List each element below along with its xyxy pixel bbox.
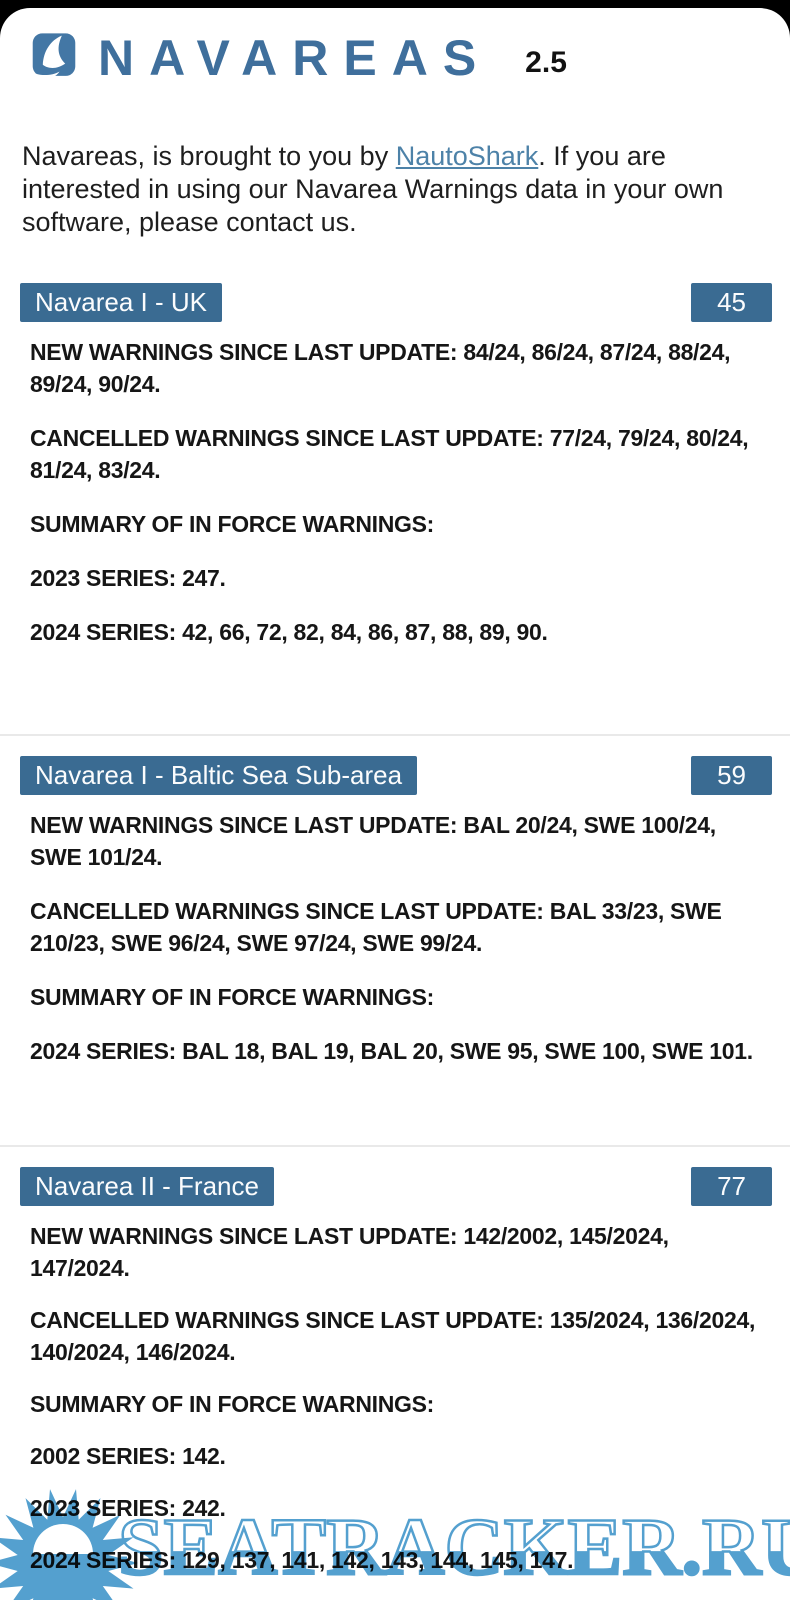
warnings-paragraph: CANCELLED WARNINGS SINCE LAST UPDATE: BA…	[30, 898, 722, 956]
content-card: NAVAREAS 2.5 Navareas, is brought to you…	[0, 8, 790, 1600]
section-header: Navarea II - France 77	[20, 1167, 772, 1206]
brand-wordmark: NAVAREAS	[98, 30, 492, 86]
warning-count-badge: 59	[691, 756, 772, 795]
warnings-paragraph: 2023 SERIES: 242.	[30, 1495, 226, 1521]
warnings-paragraph: SUMMARY OF IN FORCE WARNINGS:	[30, 511, 435, 537]
app-version: 2.5	[525, 46, 567, 79]
section-title-chip[interactable]: Navarea I - UK	[20, 283, 222, 322]
warnings-paragraph: 2024 SERIES: 129, 137, 141, 142, 143, 14…	[30, 1547, 574, 1573]
section-body: NEW WARNINGS SINCE LAST UPDATE: BAL 20/2…	[30, 809, 762, 1067]
section-header: Navarea I - Baltic Sea Sub-area 59	[20, 756, 772, 795]
intro-text-before: Navareas, is brought to you by	[22, 141, 396, 171]
intro-text-after: . If you are interested in using our Nav…	[22, 141, 724, 237]
section-title-chip[interactable]: Navarea II - France	[20, 1167, 274, 1206]
section-body: NEW WARNINGS SINCE LAST UPDATE: 142/2002…	[30, 1220, 762, 1576]
section-navarea-1-baltic: Navarea I - Baltic Sea Sub-area 59 NEW W…	[0, 756, 790, 1067]
warnings-paragraph: NEW WARNINGS SINCE LAST UPDATE: 142/2002…	[30, 1223, 669, 1281]
nautoshark-link[interactable]: NautoShark	[395, 141, 539, 171]
section-body: NEW WARNINGS SINCE LAST UPDATE: 84/24, 8…	[30, 336, 762, 648]
warnings-paragraph: 2002 SERIES: 142.	[30, 1443, 226, 1469]
warnings-paragraph: 2024 SERIES: BAL 18, BAL 19, BAL 20, SWE…	[30, 1038, 753, 1064]
warnings-paragraph: NEW WARNINGS SINCE LAST UPDATE: 84/24, 8…	[30, 339, 731, 397]
section-divider	[0, 1145, 790, 1147]
warnings-paragraph: CANCELLED WARNINGS SINCE LAST UPDATE: 13…	[30, 1307, 756, 1365]
warnings-paragraph: 2023 SERIES: 247.	[30, 565, 226, 591]
warnings-paragraph: SUMMARY OF IN FORCE WARNINGS:	[30, 1391, 435, 1417]
warnings-paragraph: NEW WARNINGS SINCE LAST UPDATE: BAL 20/2…	[30, 812, 716, 870]
warnings-paragraph: CANCELLED WARNINGS SINCE LAST UPDATE: 77…	[30, 425, 749, 483]
warnings-paragraph: SUMMARY OF IN FORCE WARNINGS:	[30, 984, 435, 1010]
navareas-logo-icon	[28, 33, 76, 80]
section-navarea-2-france: Navarea II - France 77 NEW WARNINGS SINC…	[0, 1167, 790, 1576]
warnings-paragraph: 2024 SERIES: 42, 66, 72, 82, 84, 86, 87,…	[30, 619, 548, 645]
section-divider	[0, 734, 790, 736]
section-title-chip[interactable]: Navarea I - Baltic Sea Sub-area	[20, 756, 418, 795]
warning-count-badge: 45	[691, 283, 772, 322]
section-header: Navarea I - UK 45	[20, 283, 772, 322]
section-navarea-1-uk: Navarea I - UK 45 NEW WARNINGS SINCE LAS…	[0, 283, 790, 648]
warning-count-badge: 77	[691, 1167, 772, 1206]
intro-text: Navareas, is brought to you by NautoShar…	[22, 140, 768, 239]
brand-header: NAVAREAS 2.5	[26, 30, 790, 86]
